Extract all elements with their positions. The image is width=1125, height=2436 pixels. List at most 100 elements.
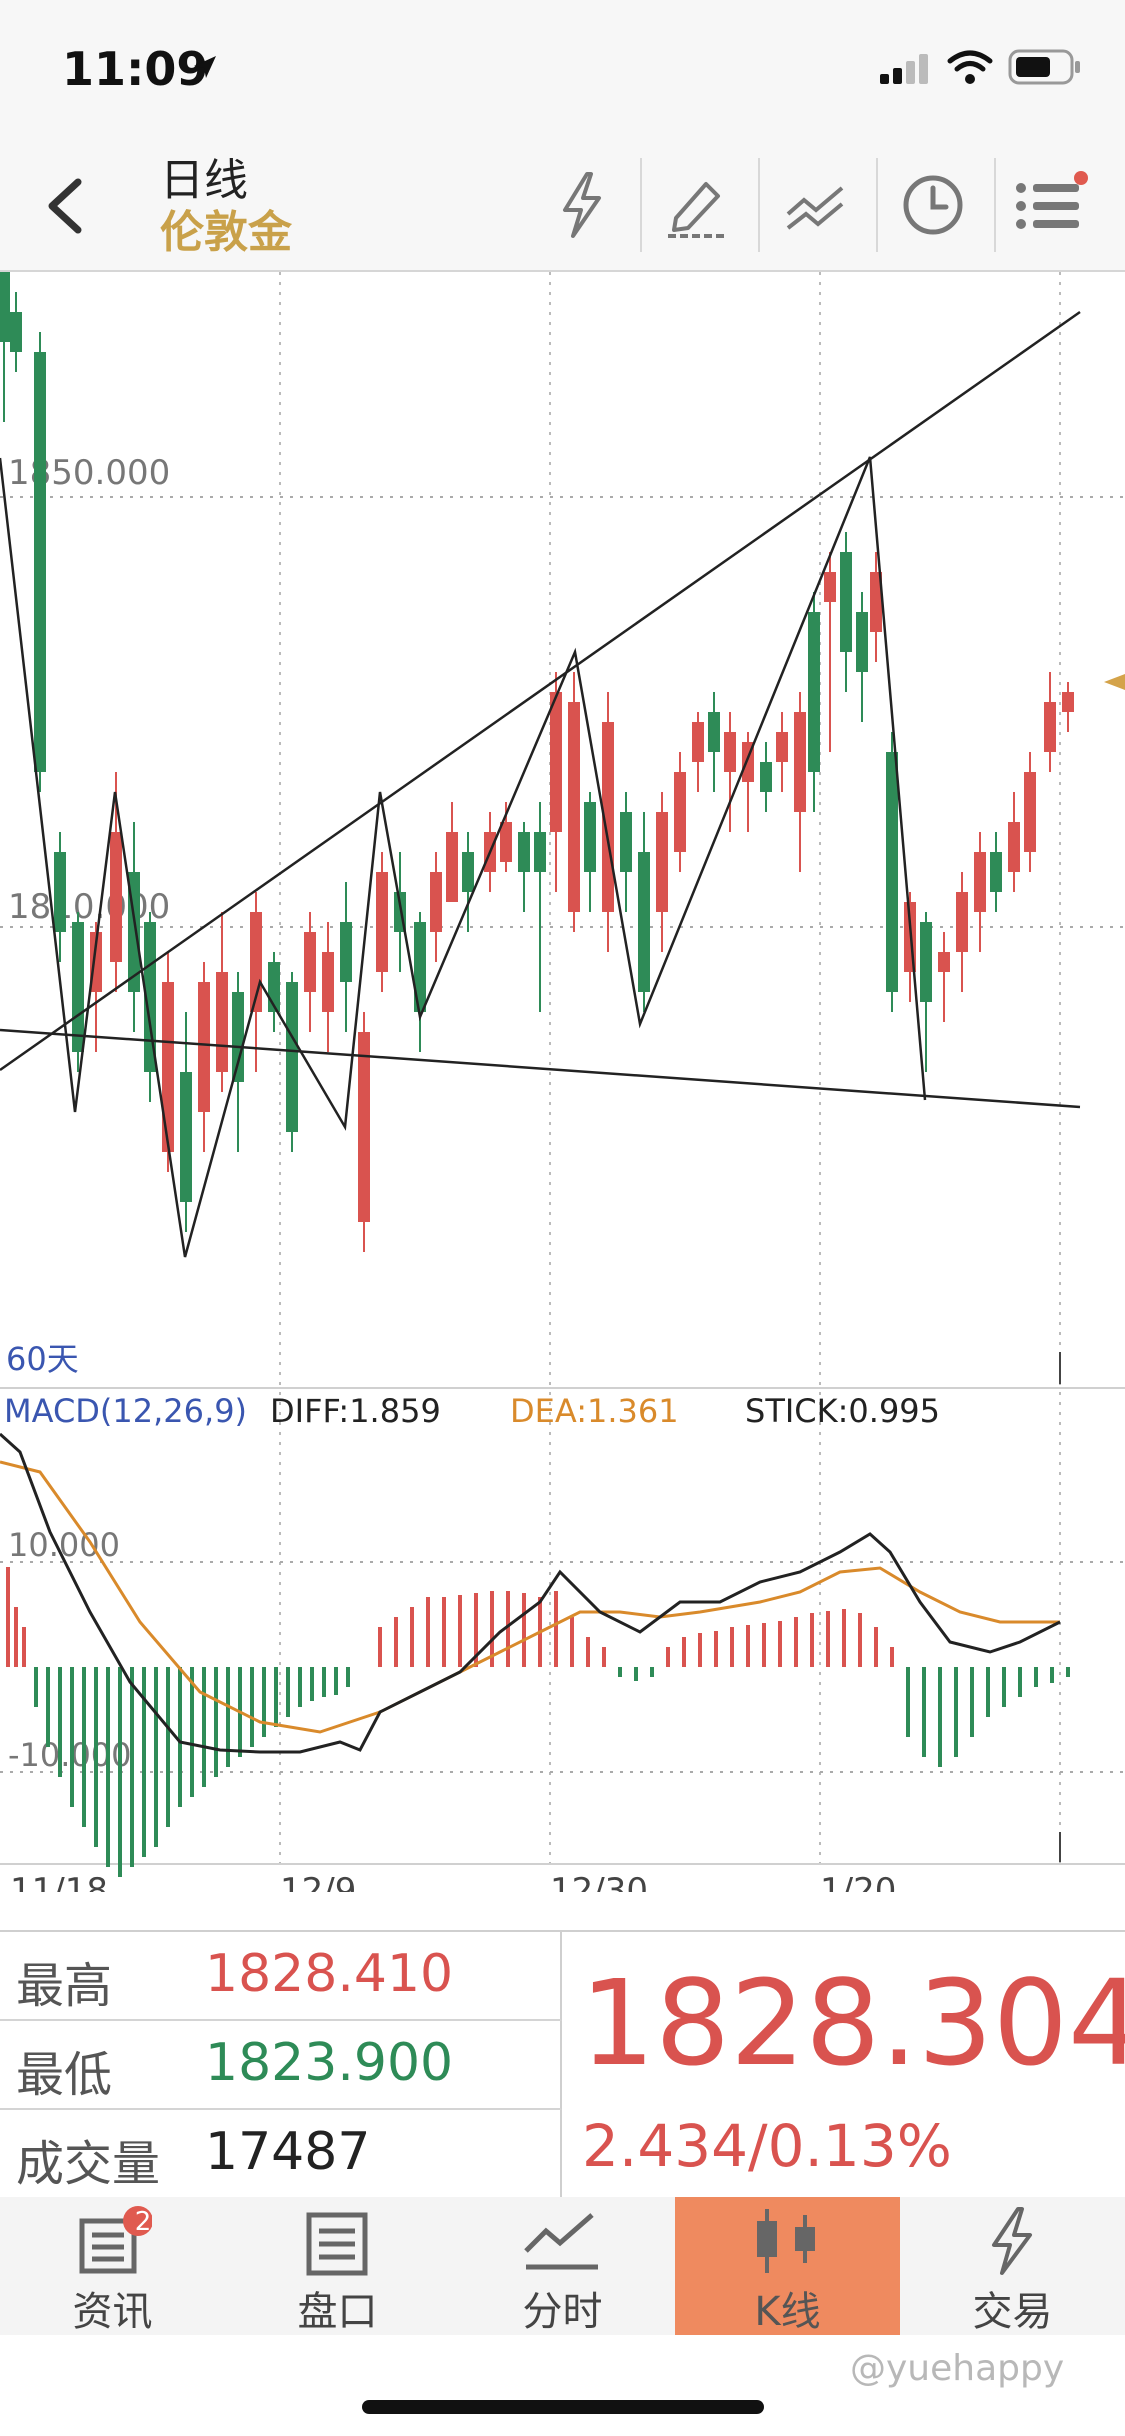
trend-lines-icon [786, 186, 844, 230]
watermark: @yuehappy [850, 2348, 1065, 2389]
candle-body [10, 312, 22, 352]
menu-button[interactable] [1006, 160, 1096, 250]
candle-body [144, 922, 156, 1072]
candle-body [708, 712, 720, 752]
horizontal-gridlines [0, 496, 1125, 1773]
chart-canvas[interactable]: 1850.000 1810.000 60天 MACD(12,26,9) DIFF… [0, 272, 1125, 1911]
status-time: 11:09 [62, 42, 209, 96]
high-row: 最高 1828.410 [0, 1932, 562, 2021]
nav-divider [994, 158, 996, 252]
orderbook-icon [306, 2212, 368, 2276]
candle-body [180, 1072, 192, 1202]
candle-body [776, 732, 788, 762]
candle-body [72, 922, 84, 1052]
price-label-high: 1850.000 [8, 453, 170, 493]
date-label: 1/20 [820, 1871, 896, 1892]
status-bar: 11:09 [0, 0, 1125, 140]
page-title: 日线 [160, 155, 248, 206]
pen-icon [668, 182, 726, 238]
candle-body [870, 572, 882, 632]
tab-label: 交易 [972, 2289, 1053, 2335]
candle-body [54, 852, 66, 932]
candle-body [198, 982, 210, 1112]
candle-body [358, 1032, 370, 1222]
candle-body [974, 852, 986, 912]
tab-orderbook[interactable]: 盘口 [225, 2197, 450, 2335]
clock-icon [903, 175, 963, 235]
candle-body [692, 722, 704, 762]
draw-tool-button[interactable] [652, 160, 742, 250]
tab-kline[interactable]: K线 [675, 2197, 900, 2335]
candle-body [534, 832, 546, 872]
macd-diff: DIFF:1.859 [270, 1392, 441, 1430]
diff-line [0, 1432, 1061, 1754]
candle-body [674, 772, 686, 852]
candle-body [304, 932, 316, 992]
low-label: 最低 [16, 2047, 113, 2103]
candle-body [856, 612, 868, 672]
tab-label: 盘口 [297, 2289, 378, 2335]
tab-trade[interactable]: 交易 [900, 2197, 1125, 2335]
candle-body [808, 612, 820, 772]
candle-body [840, 552, 852, 652]
tab-label: 分时 [522, 2289, 603, 2335]
candle-body [568, 702, 580, 912]
vertical-gridlines [279, 272, 1061, 1872]
quick-trade-button[interactable] [536, 160, 626, 250]
candle-body [656, 812, 668, 912]
tab-news[interactable]: 2 资讯 [0, 2197, 225, 2335]
candle-body [162, 982, 174, 1152]
candle-body [430, 872, 442, 932]
volume-row: 成交量 17487 [0, 2110, 562, 2197]
candle-body [760, 762, 772, 792]
menu-icon [1016, 171, 1088, 229]
macd-title: MACD(12,26,9) [4, 1392, 247, 1430]
back-button[interactable] [40, 176, 90, 236]
candle-body [886, 752, 898, 992]
bottom-tab-bar: 2 资讯 盘口 分时 K线 交易 [0, 2197, 1125, 2335]
candlestick-chart[interactable]: 1850.000 1810.000 60天 MACD(12,26,9) DIFF… [0, 272, 1125, 1911]
tab-label: K线 [754, 2289, 821, 2335]
wifi-icon [947, 50, 993, 84]
candle-body [446, 832, 458, 902]
last-price: 1828.304 [580, 1954, 1125, 2092]
battery-icon [1008, 49, 1080, 85]
home-indicator[interactable] [362, 2400, 764, 2414]
lightning-icon [992, 2207, 1032, 2275]
signal-icon [880, 54, 928, 84]
indicator-button[interactable] [770, 160, 860, 250]
candle-body [34, 352, 46, 772]
candle-body [584, 802, 596, 872]
candle-body [286, 982, 298, 1132]
tab-label: 资讯 [72, 2289, 153, 2335]
candle-body [232, 992, 244, 1082]
candle-body [322, 952, 334, 1012]
candle-body [1062, 692, 1074, 712]
candle-body [550, 692, 562, 832]
candle-body [0, 272, 10, 342]
candle-body [462, 852, 474, 892]
period-button[interactable] [888, 160, 978, 250]
nav-divider [876, 158, 878, 252]
nav-divider [758, 158, 760, 252]
instrument-name: 伦敦金 [160, 207, 292, 258]
candle-body [376, 872, 388, 972]
candle-body [1008, 822, 1020, 872]
tab-timeline[interactable]: 分时 [450, 2197, 675, 2335]
dea-line [0, 1460, 1060, 1734]
date-label: 12/9 [280, 1871, 356, 1892]
candle-body [518, 832, 530, 872]
location-arrow-icon [194, 56, 216, 78]
candle-body [620, 812, 632, 872]
candle-body [500, 822, 512, 862]
candle-body [638, 852, 650, 992]
candle-body [824, 572, 836, 602]
macd-label-low: -10.000 [8, 1736, 132, 1774]
nav-divider [640, 158, 642, 252]
high-label: 最高 [16, 1958, 113, 2014]
volume-value: 17487 [205, 2122, 371, 2182]
period-label: 60天 [6, 1340, 79, 1378]
date-label: 12/30 [550, 1871, 648, 1892]
candle-body [794, 712, 806, 812]
candlestick-icon [757, 2209, 815, 2273]
